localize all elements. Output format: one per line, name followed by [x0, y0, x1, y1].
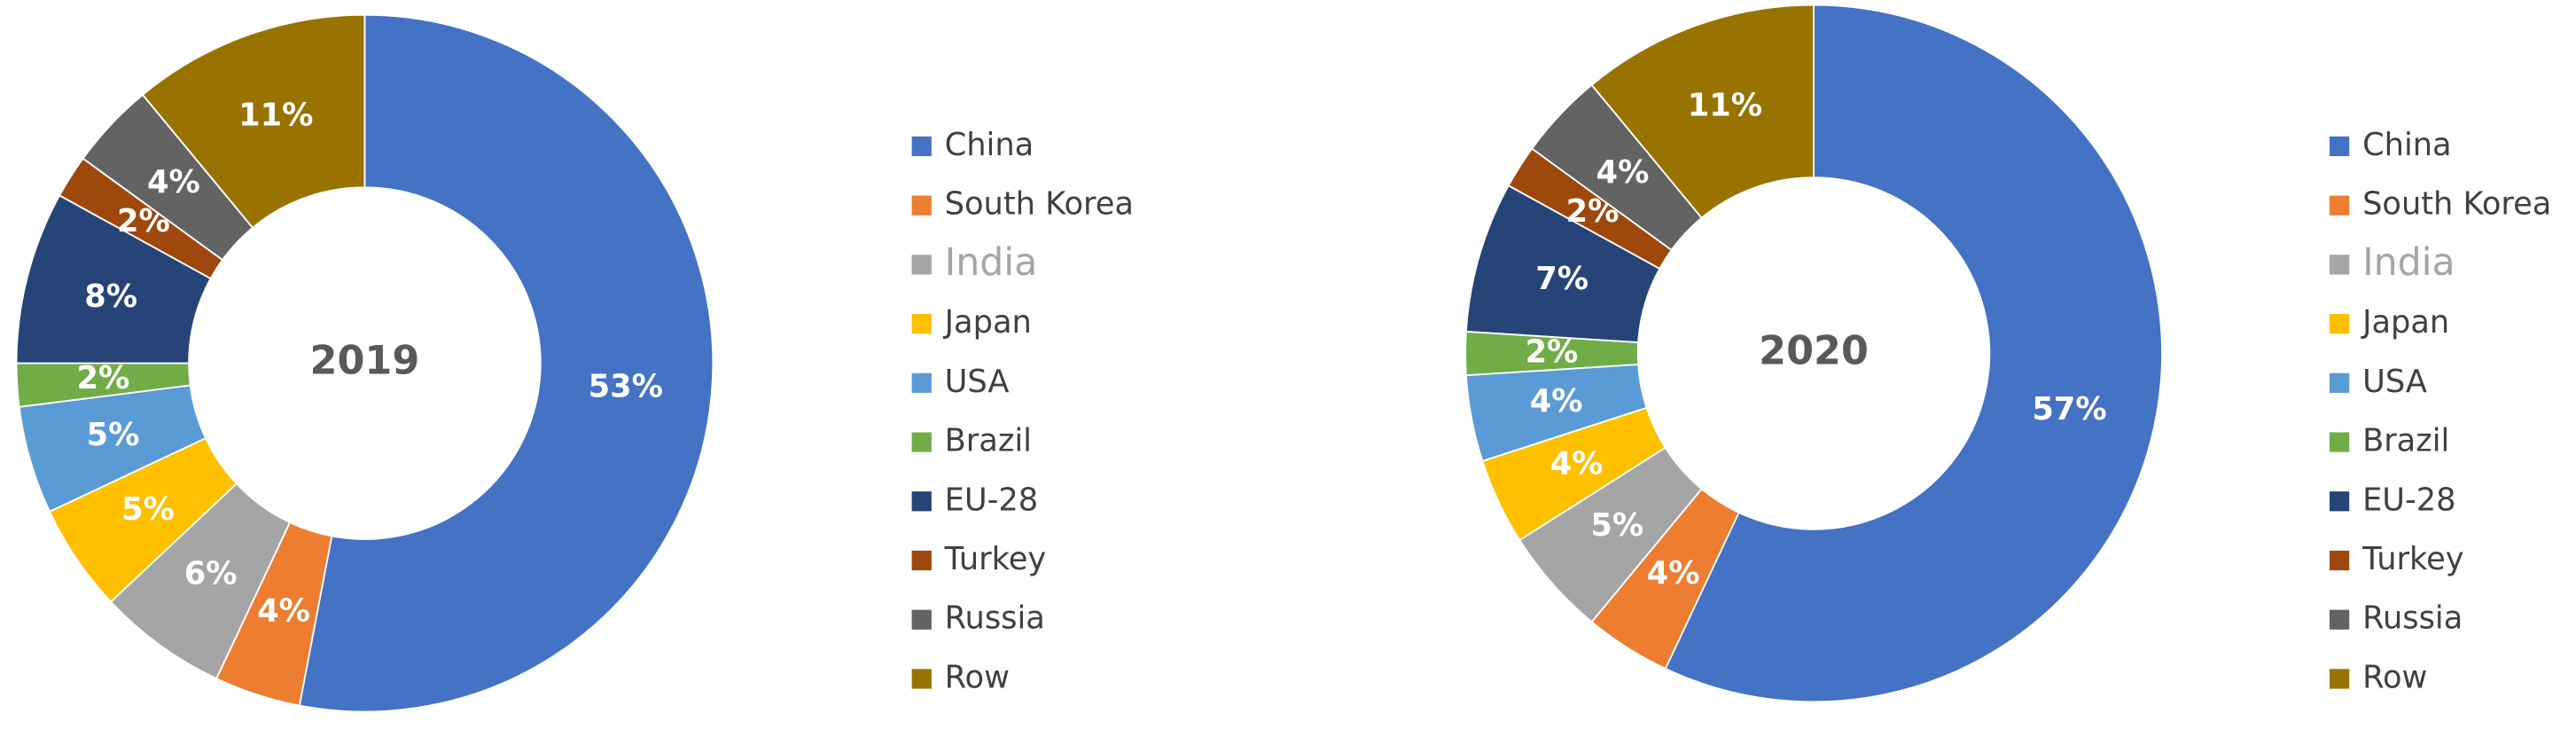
data-label: 11% [1688, 87, 1762, 123]
legend-swatch [911, 372, 932, 393]
legend-label: USA [945, 364, 1010, 400]
legend-label: EU-28 [945, 482, 1039, 518]
legend-label: EU-28 [2362, 482, 2456, 518]
legend-swatch [911, 491, 932, 512]
legend-swatch [911, 136, 932, 157]
legend-label: Brazil [2362, 423, 2449, 459]
legend-swatch [2330, 550, 2350, 571]
legend-swatch [911, 195, 932, 216]
data-label: 4% [1550, 445, 1604, 482]
data-label: 2% [1526, 333, 1579, 370]
data-label: 4% [1530, 383, 1583, 419]
legend-swatch [2330, 491, 2350, 512]
legend-label: South Korea [2362, 186, 2551, 223]
data-label: 5% [121, 491, 175, 528]
legend-label: India [945, 240, 1038, 285]
donut-segment [1664, 4, 2163, 703]
data-label: 5% [87, 417, 140, 453]
data-label: 5% [1590, 507, 1643, 544]
data-label: 7% [1535, 261, 1589, 297]
donut-segment [1590, 4, 1815, 219]
legend-label: Row [2362, 659, 2427, 695]
legend-label: India [2362, 240, 2455, 285]
legend-label: Turkey [944, 541, 1047, 577]
legend-swatch [911, 255, 932, 275]
legend-label: Russia [2362, 600, 2463, 637]
legend-swatch [2330, 314, 2350, 334]
legend-label: Japan [2361, 304, 2449, 341]
data-label: 8% [84, 278, 137, 315]
legend-label: Turkey [2361, 541, 2464, 577]
donut-segment [141, 13, 366, 230]
data-label: 4% [1596, 154, 1650, 191]
legend-label: South Korea [945, 186, 1134, 223]
legend-label: USA [2362, 364, 2427, 400]
legend-label: Row [945, 659, 1010, 695]
chart-title: 2019 [310, 339, 420, 384]
data-label: 2% [77, 360, 130, 396]
legend-swatch [2330, 255, 2350, 275]
legend-swatch [911, 314, 932, 334]
legend-swatch [2330, 609, 2350, 630]
data-label: 11% [238, 97, 313, 133]
data-label: 4% [147, 164, 200, 200]
chart-title: 2020 [1759, 328, 1869, 373]
donut-segment [298, 13, 714, 713]
legend-swatch [2330, 136, 2350, 157]
data-label: 4% [257, 593, 310, 630]
legend-swatch [2330, 195, 2350, 216]
legend-label: Japan [943, 304, 1032, 341]
legend-swatch [911, 432, 932, 452]
legend-swatch [2330, 372, 2350, 393]
legend-label: China [945, 127, 1034, 163]
legend-swatch [2330, 669, 2350, 689]
data-label: 4% [1647, 555, 1700, 592]
data-label: 57% [2032, 391, 2106, 427]
legend-label: Russia [945, 600, 1045, 637]
legend-swatch [911, 550, 932, 571]
legend-swatch [2330, 432, 2350, 452]
data-label: 53% [589, 368, 663, 404]
legend-swatch [911, 669, 932, 689]
legend-swatch [911, 609, 932, 630]
legend-label: China [2362, 127, 2452, 163]
data-label: 6% [184, 556, 238, 592]
legend-label: Brazil [945, 423, 1032, 459]
